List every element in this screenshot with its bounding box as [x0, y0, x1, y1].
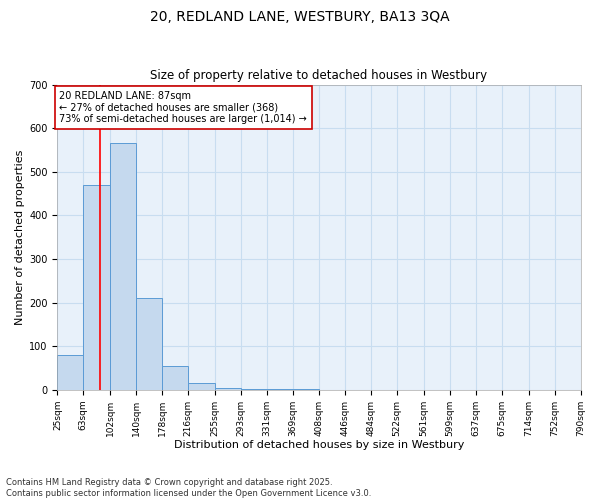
Bar — [162, 366, 188, 390]
Bar — [136, 298, 162, 390]
Title: Size of property relative to detached houses in Westbury: Size of property relative to detached ho… — [151, 69, 488, 82]
Text: 20, REDLAND LANE, WESTBURY, BA13 3QA: 20, REDLAND LANE, WESTBURY, BA13 3QA — [150, 10, 450, 24]
Y-axis label: Number of detached properties: Number of detached properties — [15, 150, 25, 325]
Bar — [241, 389, 266, 390]
Bar — [58, 355, 83, 390]
Bar — [215, 388, 241, 390]
Text: Contains HM Land Registry data © Crown copyright and database right 2025.
Contai: Contains HM Land Registry data © Crown c… — [6, 478, 371, 498]
Bar — [188, 383, 215, 390]
Bar — [110, 144, 136, 390]
X-axis label: Distribution of detached houses by size in Westbury: Distribution of detached houses by size … — [174, 440, 464, 450]
Text: 20 REDLAND LANE: 87sqm
← 27% of detached houses are smaller (368)
73% of semi-de: 20 REDLAND LANE: 87sqm ← 27% of detached… — [59, 91, 307, 124]
Bar — [83, 185, 110, 390]
